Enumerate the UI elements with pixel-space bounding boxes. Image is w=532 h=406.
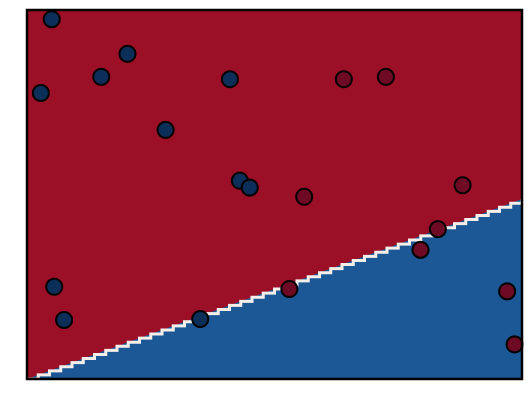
data-point-class-1-1	[334, 70, 353, 89]
data-point-class-1-3	[295, 187, 314, 206]
plot-frame	[25, 8, 524, 381]
data-point-class-0-4	[118, 44, 137, 63]
data-point-class-0-5	[220, 70, 239, 89]
data-point-class-1-6	[411, 240, 430, 259]
data-point-class-1-2	[376, 67, 395, 86]
data-point-class-0-2	[31, 84, 50, 103]
data-point-class-0-3	[92, 67, 111, 86]
data-point-class-0-11	[191, 310, 210, 329]
data-point-class-0-8	[240, 178, 259, 197]
data-point-class-1-5	[428, 220, 447, 239]
data-point-class-0-10	[55, 310, 74, 329]
data-point-class-0-9	[45, 277, 64, 296]
data-point-class-1-9	[505, 335, 524, 354]
data-point-class-0-1	[42, 10, 61, 29]
data-point-class-1-8	[498, 282, 517, 301]
data-point-class-0-6	[156, 120, 175, 139]
data-point-class-1-4	[453, 176, 472, 195]
plot-area	[25, 8, 524, 381]
data-point-class-1-7	[280, 280, 299, 299]
